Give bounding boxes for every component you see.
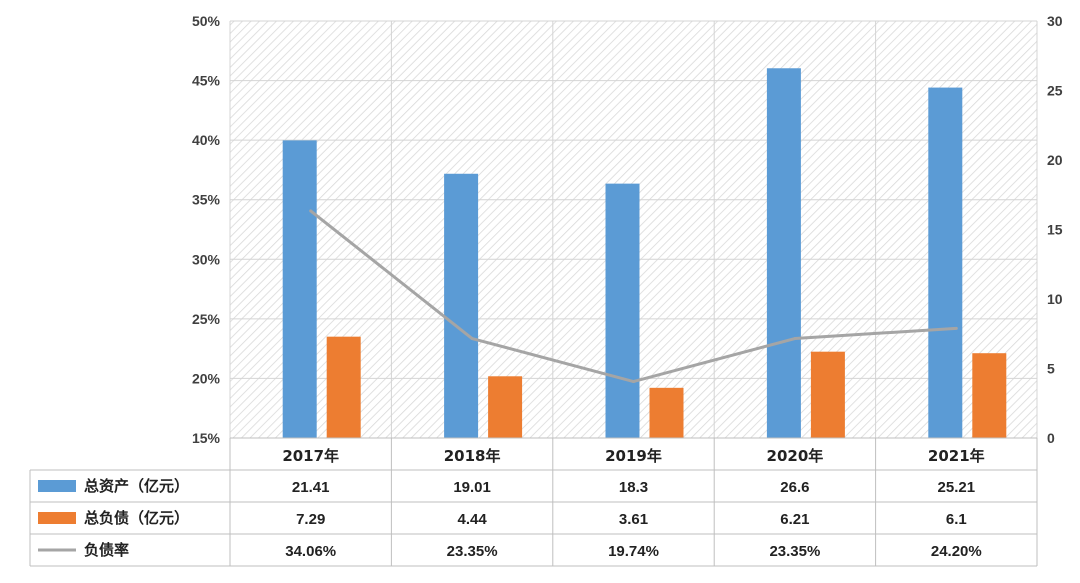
right-axis-tick: 0 <box>1047 430 1055 446</box>
debt-ratio-point <box>470 337 474 341</box>
legend-label: 负债率 <box>84 541 129 559</box>
left-axis-tick: 40% <box>192 132 221 148</box>
left-axis-tick: 15% <box>192 430 221 446</box>
table-cell-value: 24.20% <box>931 543 982 560</box>
legend-label: 总资产（亿元） <box>84 477 189 495</box>
left-axis-tick: 50% <box>192 13 221 29</box>
table-cell-value: 6.21 <box>780 511 809 528</box>
debt-ratio-point <box>632 380 635 384</box>
category-label: 2017年 <box>282 447 339 465</box>
bar-total-liabilities <box>810 351 845 438</box>
bar-total-assets <box>282 140 317 438</box>
bar-total-liabilities <box>649 387 684 438</box>
debt-ratio-point <box>309 209 313 213</box>
table-cell-value: 18.3 <box>619 479 648 496</box>
bar-total-assets <box>444 173 479 439</box>
table-cell-value: 34.06% <box>285 543 336 560</box>
right-axis-tick: 5 <box>1047 361 1055 377</box>
table-cell-value: 6.1 <box>946 511 967 528</box>
left-axis-tick: 45% <box>192 73 221 89</box>
legend-key-total-liabilities <box>38 512 76 524</box>
table-cell-value: 25.21 <box>938 479 976 496</box>
right-axis-tick: 10 <box>1047 291 1063 307</box>
table-cell-value: 3.61 <box>619 511 648 528</box>
bar-total-assets <box>605 183 640 438</box>
left-axis-tick: 35% <box>192 192 221 208</box>
right-axis-tick: 30 <box>1047 13 1063 29</box>
table-cell-value: 19.74% <box>608 543 659 560</box>
left-axis-tick: 20% <box>192 370 221 386</box>
table-cell-value: 26.6 <box>780 479 809 496</box>
table-cell-value: 7.29 <box>296 511 325 528</box>
bar-total-assets <box>928 87 963 439</box>
legend-key-total-assets <box>38 480 76 492</box>
bar-total-liabilities <box>488 376 523 438</box>
category-label: 2020年 <box>767 447 824 465</box>
debt-ratio-point <box>793 337 797 341</box>
bar-total-liabilities <box>326 336 361 438</box>
category-label: 2021年 <box>928 447 985 465</box>
debt-ratio-point <box>954 326 958 330</box>
bar-total-liabilities <box>972 353 1007 438</box>
category-label: 2019年 <box>605 447 662 465</box>
left-axis-tick: 30% <box>192 251 221 267</box>
table-cell-value: 23.35% <box>769 543 820 560</box>
right-axis-tick: 25 <box>1047 83 1063 99</box>
table-cell-value: 23.35% <box>447 543 498 560</box>
right-axis-tick: 15 <box>1047 222 1063 238</box>
table-cell-value: 4.44 <box>457 511 487 528</box>
bar-total-assets <box>766 68 801 438</box>
table-cell-value: 21.41 <box>292 479 330 496</box>
table-cell-value: 19.01 <box>453 479 491 496</box>
left-axis-tick: 25% <box>192 311 221 327</box>
right-axis-tick: 20 <box>1047 152 1063 168</box>
category-label: 2018年 <box>444 447 501 465</box>
legend-label: 总负债（亿元） <box>84 509 189 527</box>
